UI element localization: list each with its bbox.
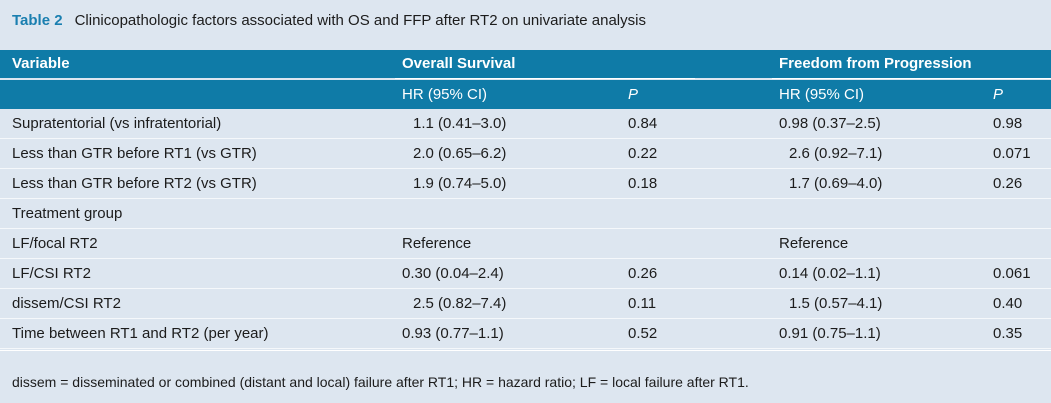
cell-variable: Less than GTR before RT2 (vs GTR): [12, 175, 257, 192]
cell-ffp-hr: 1.7 (0.69–4.0): [789, 175, 883, 192]
cell-ffp-hr: Reference: [779, 235, 849, 252]
cell-variable: LF/CSI RT2: [12, 265, 91, 282]
table-caption: Table 2 Clinicopathologic factors associa…: [12, 11, 646, 31]
cell-os-p: 0.26: [628, 265, 658, 282]
cell-os-p: 0.18: [628, 175, 658, 192]
header-row-secondary: HR (95% CI) P HR (95% CI) P: [0, 80, 1051, 109]
header-os-hr: HR (95% CI): [402, 86, 488, 103]
header-divider-os: [395, 78, 695, 79]
cell-os-hr: Reference: [402, 235, 472, 252]
cell-ffp-p: 0.98: [993, 115, 1023, 132]
cell-os-hr: 2.5 (0.82–7.4): [413, 295, 507, 312]
table-row: LF/CSI RT2 0.30 (0.04–2.4) 0.26 0.14 (0.…: [0, 259, 1051, 289]
header-variable: Variable: [12, 55, 70, 72]
cell-ffp-hr: 0.98 (0.37–2.5): [779, 115, 881, 132]
cell-variable: dissem/CSI RT2: [12, 295, 121, 312]
cell-ffp-p: 0.061: [993, 265, 1031, 282]
table-row: dissem/CSI RT2 2.5 (0.82–7.4) 0.11 1.5 (…: [0, 289, 1051, 319]
header-divider-ffp: [772, 78, 1051, 79]
header-ffp-p: P: [993, 86, 1004, 103]
cell-os-hr: 2.0 (0.65–6.2): [413, 145, 507, 162]
footer-divider: [0, 350, 1051, 351]
cell-ffp-hr: 2.6 (0.92–7.1): [789, 145, 883, 162]
table-row: Time between RT1 and RT2 (per year) 0.93…: [0, 319, 1051, 349]
cell-os-p: 0.84: [628, 115, 658, 132]
cell-os-p: 0.52: [628, 325, 658, 342]
table-row: Treatment group: [0, 199, 1051, 229]
cell-ffp-p: 0.35: [993, 325, 1023, 342]
header-row-primary: Variable Overall Survival Freedom from P…: [0, 50, 1051, 78]
table-row: Less than GTR before RT1 (vs GTR) 2.0 (0…: [0, 139, 1051, 169]
cell-os-hr: 0.93 (0.77–1.1): [402, 325, 504, 342]
table-title: Clinicopathologic factors associated wit…: [74, 12, 646, 29]
table-row: Supratentorial (vs infratentorial) 1.1 (…: [0, 109, 1051, 139]
cell-ffp-hr: 0.91 (0.75–1.1): [779, 325, 881, 342]
cell-variable: Time between RT1 and RT2 (per year): [12, 325, 269, 342]
cell-ffp-p: 0.40: [993, 295, 1023, 312]
header-freedom-from-progression: Freedom from Progression: [779, 55, 972, 72]
header-ffp-hr: HR (95% CI): [779, 86, 865, 103]
cell-os-hr: 1.1 (0.41–3.0): [413, 115, 507, 132]
cell-os-hr: 0.30 (0.04–2.4): [402, 265, 504, 282]
cell-ffp-hr: 1.5 (0.57–4.1): [789, 295, 883, 312]
header-os-p: P: [628, 86, 639, 103]
table-row: Less than GTR before RT2 (vs GTR) 1.9 (0…: [0, 169, 1051, 199]
cell-os-p: 0.11: [628, 295, 657, 312]
table-row: LF/focal RT2 Reference Reference: [0, 229, 1051, 259]
cell-ffp-p: 0.071: [993, 145, 1031, 162]
cell-variable: Less than GTR before RT1 (vs GTR): [12, 145, 257, 162]
header-overall-survival: Overall Survival: [402, 55, 516, 72]
cell-os-hr: 1.9 (0.74–5.0): [413, 175, 507, 192]
cell-variable: Treatment group: [12, 205, 123, 222]
cell-variable: LF/focal RT2: [12, 235, 98, 252]
table-body: Supratentorial (vs infratentorial) 1.1 (…: [0, 109, 1051, 349]
cell-ffp-hr: 0.14 (0.02–1.1): [779, 265, 881, 282]
table-label: Table 2: [12, 12, 63, 29]
cell-ffp-p: 0.26: [993, 175, 1023, 192]
cell-variable: Supratentorial (vs infratentorial): [12, 115, 222, 132]
cell-os-p: 0.22: [628, 145, 658, 162]
table-footnote: dissem = disseminated or combined (dista…: [12, 374, 749, 390]
